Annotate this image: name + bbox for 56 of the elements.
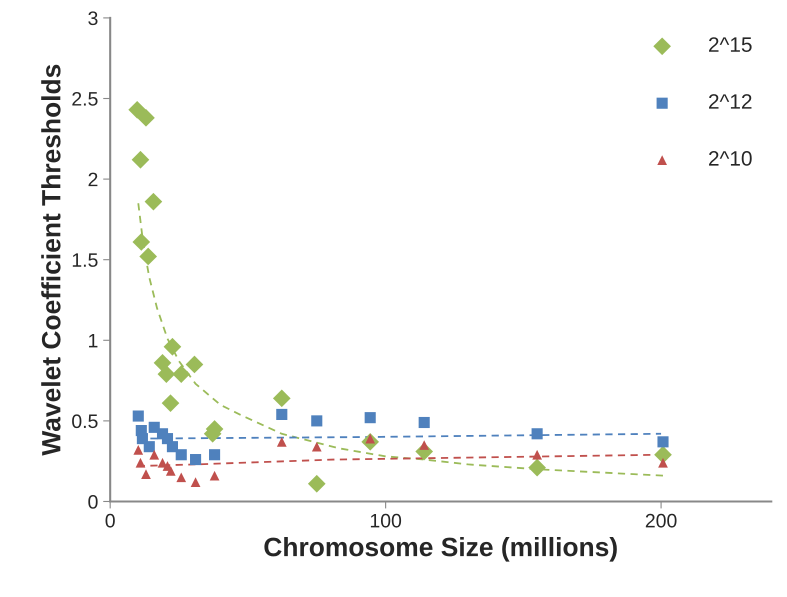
point (128, 100, 146, 119)
point (311, 415, 322, 426)
x-axis-title: Chromosome Size (millions) (264, 536, 617, 562)
point (654, 446, 672, 464)
point (312, 442, 322, 452)
point (190, 477, 200, 487)
y-tick-label: 0.5 (72, 414, 98, 428)
point (137, 109, 155, 127)
point (139, 248, 158, 266)
point (272, 389, 291, 408)
point (132, 233, 150, 251)
point (172, 365, 190, 383)
point (658, 458, 668, 468)
point (136, 458, 146, 468)
point (154, 354, 172, 372)
point (308, 474, 326, 493)
point (162, 394, 180, 412)
point (144, 192, 162, 211)
point (209, 449, 220, 460)
point (190, 454, 202, 466)
point (186, 356, 204, 374)
point (418, 416, 430, 428)
point (164, 338, 182, 356)
point (657, 436, 669, 448)
x-tick-label: 200 (646, 514, 677, 528)
y-tick-label: 3 (88, 11, 98, 26)
point (149, 450, 160, 460)
legend-label: 2^15 (709, 37, 752, 52)
point (166, 466, 176, 476)
point (141, 469, 151, 479)
point (528, 458, 546, 476)
point (132, 150, 150, 169)
y-tick-label: 2.5 (72, 92, 98, 106)
y-tick-label: 2 (88, 172, 98, 186)
point (276, 408, 288, 420)
x-tick-label: 0 (106, 514, 115, 528)
legend-label: 2^10 (709, 151, 752, 166)
point (176, 449, 187, 460)
point (419, 440, 430, 450)
point (532, 428, 543, 440)
point (364, 412, 376, 424)
point (210, 470, 220, 481)
y-tick-label: 1 (89, 334, 98, 348)
x-tick-label: 100 (370, 514, 402, 528)
point (158, 365, 176, 383)
y-tick-label: 1.5 (72, 253, 98, 267)
point (132, 410, 144, 422)
y-axis-title: Wavelet Coefficient Thresholds (41, 64, 61, 456)
point (532, 450, 542, 460)
legend-label: 2^12 (709, 94, 752, 109)
point (166, 441, 178, 452)
y-tick-label: 0 (88, 494, 98, 509)
point (176, 472, 186, 482)
point (276, 436, 287, 447)
point (133, 445, 144, 455)
point (144, 441, 155, 452)
